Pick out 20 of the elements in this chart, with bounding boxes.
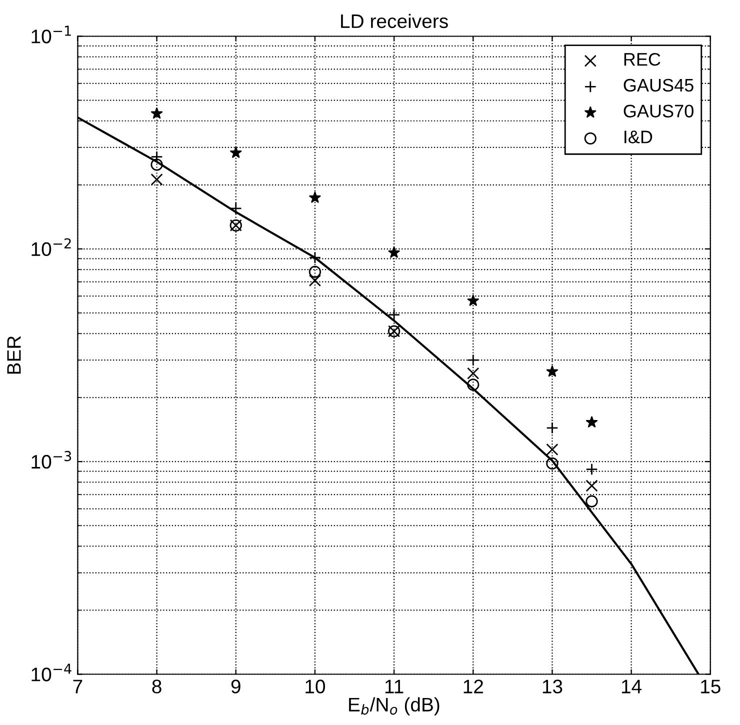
y-tick-label: 10$^{−2}$ bbox=[32, 238, 71, 256]
legend-label: GAUS70 bbox=[624, 104, 694, 118]
x-tick-label: 7 bbox=[73, 680, 82, 694]
x-tick-label: 13 bbox=[542, 680, 562, 694]
x-tick-label: 10 bbox=[306, 680, 326, 694]
x-tick-label: 14 bbox=[622, 680, 642, 694]
y-tick-label: 10$^{−1}$ bbox=[32, 26, 71, 44]
legend-label: GAUS45 bbox=[624, 78, 694, 92]
x-axis-title: E$_{b}$/N$_{o}$ (dB) bbox=[349, 697, 440, 716]
x-tick-label: 15 bbox=[701, 680, 720, 694]
x-tick-label: 9 bbox=[231, 680, 240, 694]
x-tick-label: 12 bbox=[464, 680, 483, 694]
y-tick-label: 10$^{−4}$ bbox=[32, 664, 72, 682]
y-axis-title: BER bbox=[7, 336, 21, 374]
x-tick-label: 11 bbox=[385, 680, 404, 694]
legend-label: I&D bbox=[624, 130, 652, 144]
y-tick-label: 10$^{−3}$ bbox=[32, 450, 72, 469]
legend-label: REC bbox=[624, 52, 660, 66]
chart-title: LD receivers bbox=[341, 14, 448, 28]
x-tick-label: 8 bbox=[152, 680, 162, 694]
